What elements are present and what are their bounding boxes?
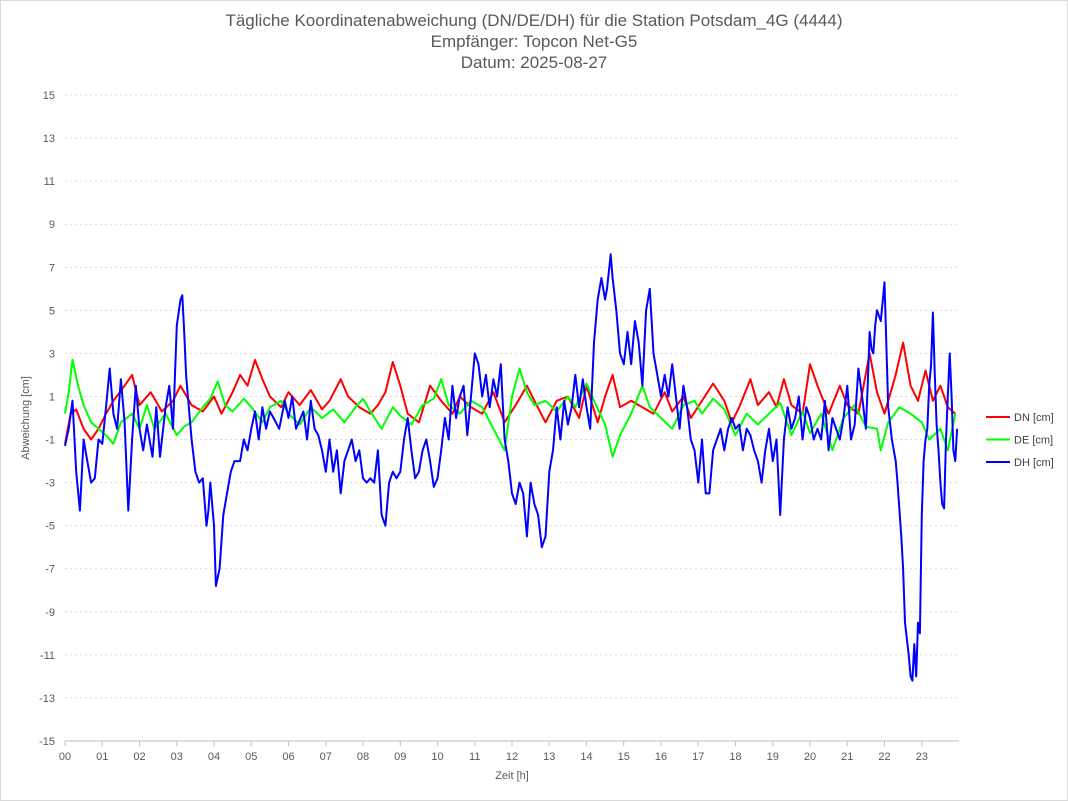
grid-lines: [65, 94, 959, 742]
x-tick-label: 09: [394, 751, 406, 763]
x-tick-label: 19: [767, 751, 779, 763]
x-tick-label: 23: [916, 751, 928, 763]
x-tick-label: 15: [618, 751, 630, 763]
x-tick-label: 20: [804, 751, 816, 763]
x-tick-label: 22: [878, 751, 890, 763]
x-tick-label: 21: [841, 751, 853, 763]
y-tick-label: -7: [45, 564, 55, 576]
chart-titles: Tägliche Koordinatenabweichung (DN/DE/DH…: [0, 10, 1068, 73]
y-axis-label: Abweichung [cm]: [20, 376, 32, 460]
x-tick-label: 06: [282, 751, 294, 763]
x-tick-label: 07: [320, 751, 332, 763]
x-axis-ticks: 00 01 02 03 04 05 06 07 08 09 10 11 12 13 14 15 16 17 18 19…: [59, 741, 928, 763]
y-tick-label: -13: [39, 693, 55, 705]
y-tick-label: -1: [45, 435, 55, 447]
y-tick-label: 11: [44, 176, 55, 188]
x-tick-label: 16: [655, 751, 667, 763]
y-tick-label: 9: [49, 219, 55, 231]
chart-title: Tägliche Koordinatenabweichung (DN/DE/DH…: [225, 11, 843, 30]
x-tick-label: 18: [729, 751, 741, 763]
x-tick-label: 02: [133, 751, 145, 763]
y-tick-label: 7: [49, 262, 55, 274]
y-tick-label: -15: [39, 736, 55, 748]
series-lines: [64, 253, 959, 682]
x-tick-label: 05: [245, 751, 257, 763]
legend: DN [cm] DE [cm] DH [cm]: [986, 412, 1054, 469]
chart-subtitle-receiver: Empfänger: Topcon Net-G5: [430, 32, 638, 51]
y-tick-label: -9: [45, 607, 55, 619]
series-line-de: [64, 358, 957, 458]
y-tick-label: -5: [45, 521, 55, 533]
legend-label: DN [cm]: [1014, 412, 1054, 424]
x-tick-label: 01: [96, 751, 108, 763]
chart-subtitle-date: Datum: 2025-08-27: [460, 53, 608, 72]
x-tick-label: 10: [431, 751, 443, 763]
y-tick-label: -11: [40, 650, 55, 662]
x-tick-label: 12: [506, 751, 518, 763]
legend-label: DE [cm]: [1014, 435, 1053, 447]
x-tick-label: 13: [543, 751, 555, 763]
y-tick-label: 13: [43, 133, 55, 145]
legend-label: DH [cm]: [1014, 457, 1054, 469]
x-tick-label: 17: [692, 751, 704, 763]
x-tick-label: 03: [171, 751, 183, 763]
y-axis-ticks: 15 13 11 9 7 5 3 1 -1 -3 -5 -7 -9 -11 -13 -15: [39, 90, 55, 748]
y-tick-label: 15: [43, 90, 55, 102]
x-tick-label: 14: [580, 751, 592, 763]
series-line-dh: [64, 253, 959, 682]
x-tick-label: 08: [357, 751, 369, 763]
x-tick-label: 04: [208, 751, 220, 763]
x-tick-label: 11: [469, 751, 480, 763]
y-tick-label: 1: [49, 391, 55, 403]
y-tick-label: -3: [45, 478, 55, 490]
x-tick-label: 00: [59, 751, 71, 763]
y-tick-label: 5: [49, 305, 55, 317]
x-axis-label: Zeit [h]: [495, 770, 529, 782]
y-tick-label: 3: [49, 348, 55, 360]
